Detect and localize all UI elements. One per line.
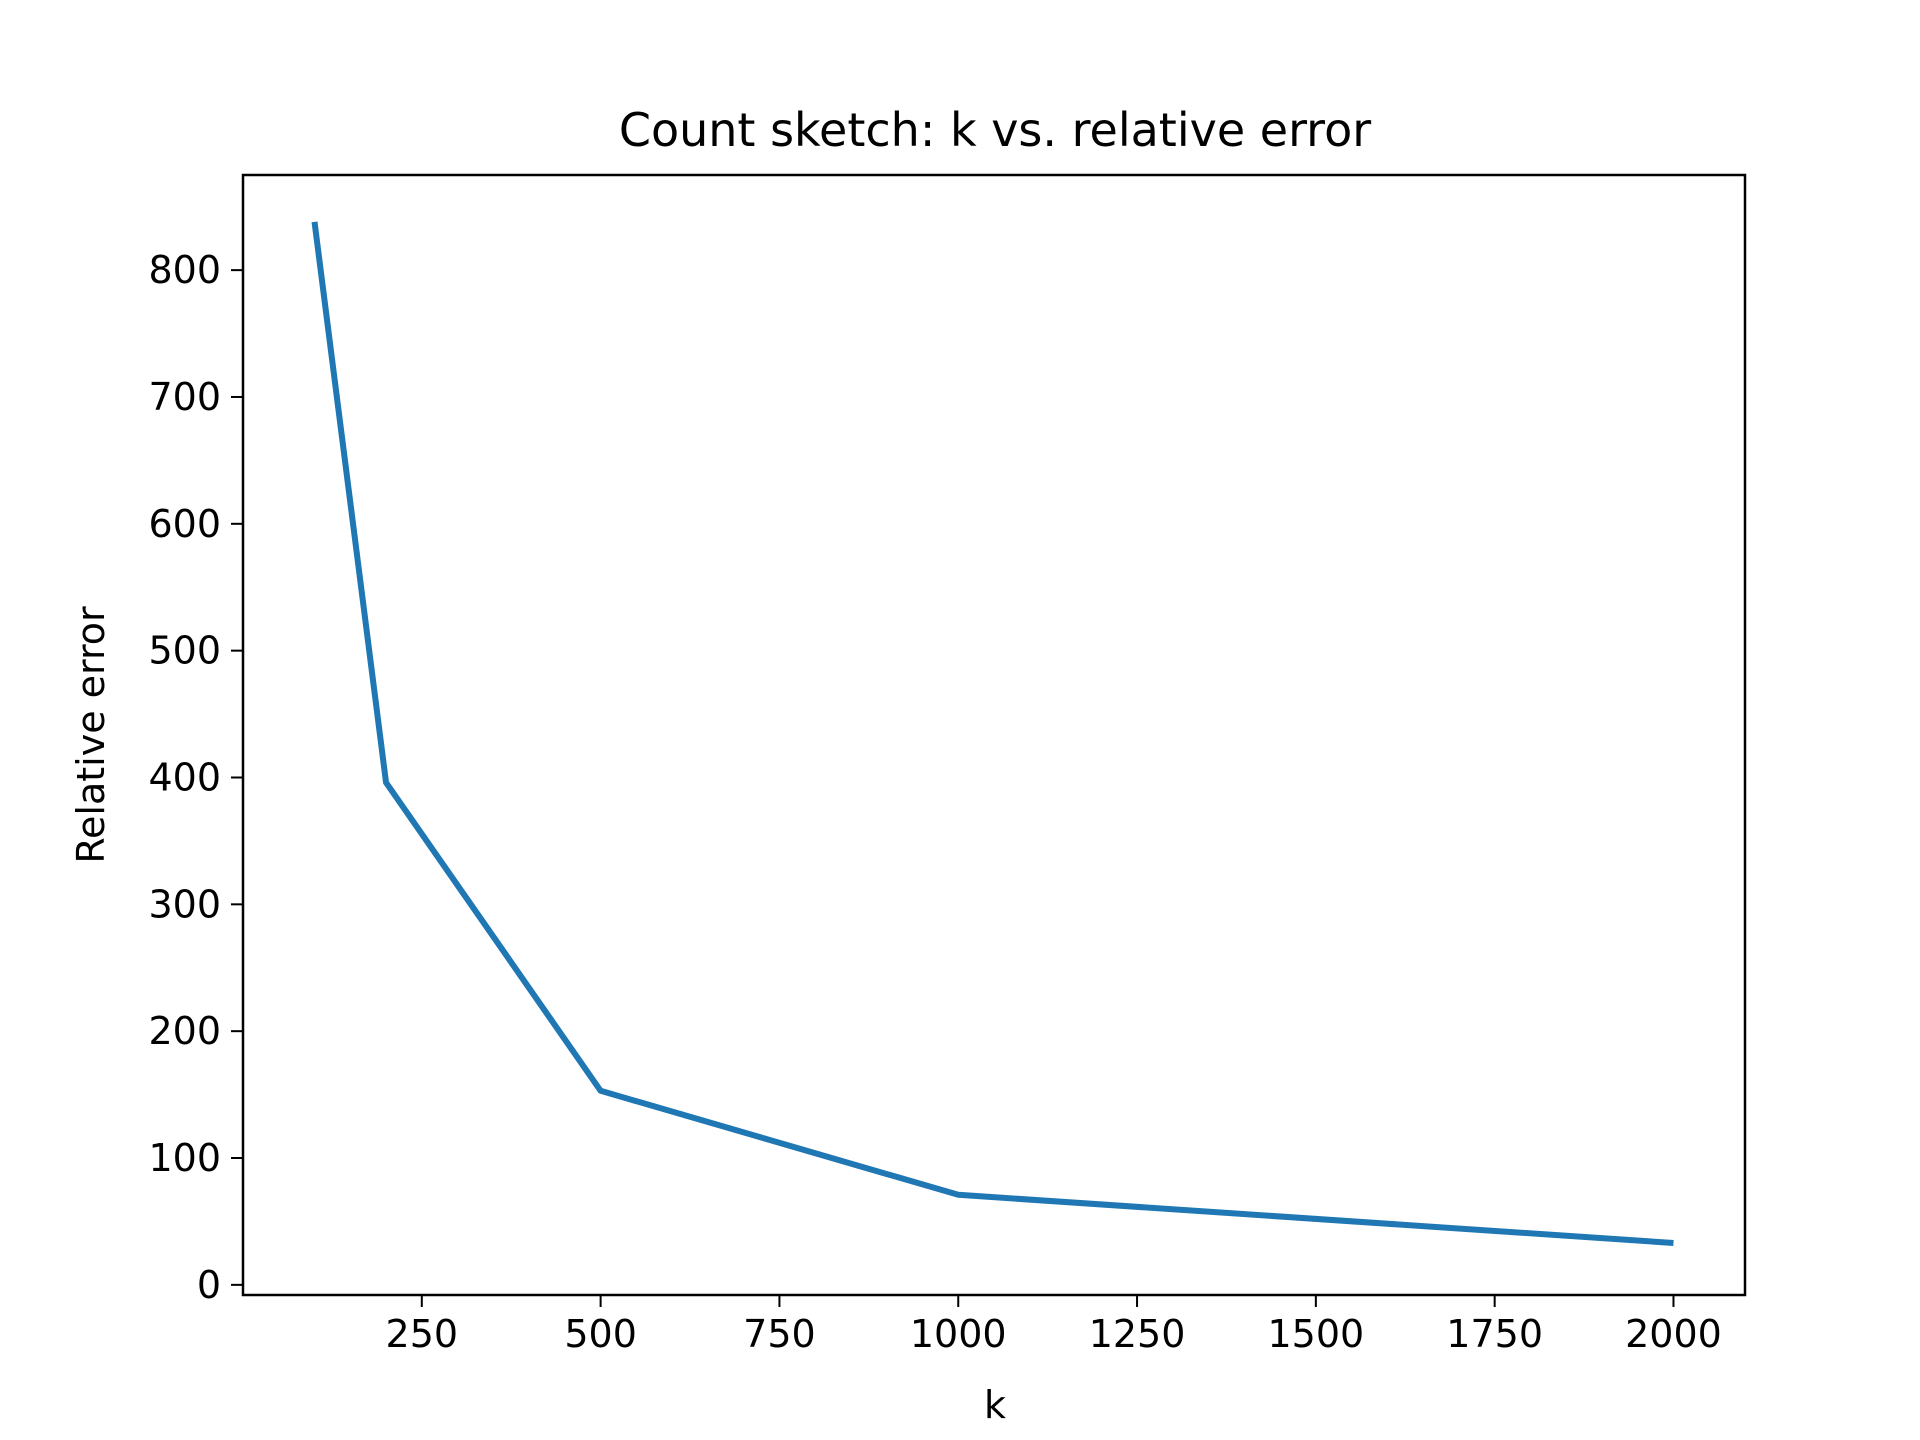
y-tick-label-300: 300 xyxy=(148,882,221,926)
y-tick-label-600: 600 xyxy=(148,502,221,546)
y-tick-label-800: 800 xyxy=(148,248,221,292)
x-tick-label-1250: 1250 xyxy=(1089,1312,1186,1356)
x-tick-label-1750: 1750 xyxy=(1446,1312,1543,1356)
y-tick-label-0: 0 xyxy=(197,1263,221,1307)
x-tick-label-250: 250 xyxy=(386,1312,459,1356)
x-tick-label-2000: 2000 xyxy=(1625,1312,1722,1356)
y-tick-label-400: 400 xyxy=(148,755,221,799)
x-tick-label-1500: 1500 xyxy=(1267,1312,1364,1356)
x-tick-label-750: 750 xyxy=(743,1312,816,1356)
axes-frame xyxy=(241,173,1747,1297)
x-tick-label-1000: 1000 xyxy=(910,1312,1007,1356)
series-line-0 xyxy=(311,221,1674,1246)
y-tick-label-200: 200 xyxy=(148,1009,221,1053)
x-tick-label-500: 500 xyxy=(564,1312,637,1356)
y-tick-label-500: 500 xyxy=(148,629,221,673)
chart-title: Count sketch: k vs. relative error xyxy=(619,103,1371,157)
x-axis-label: k xyxy=(984,1383,1006,1427)
y-tick-label-100: 100 xyxy=(148,1136,221,1180)
y-tick-label-700: 700 xyxy=(148,375,221,419)
plot-area: 250 500 750 1000 1250 1500 1750 2000 0 100 200 300 4… xyxy=(148,173,1747,1356)
y-axis-label: Relative error xyxy=(69,606,113,864)
